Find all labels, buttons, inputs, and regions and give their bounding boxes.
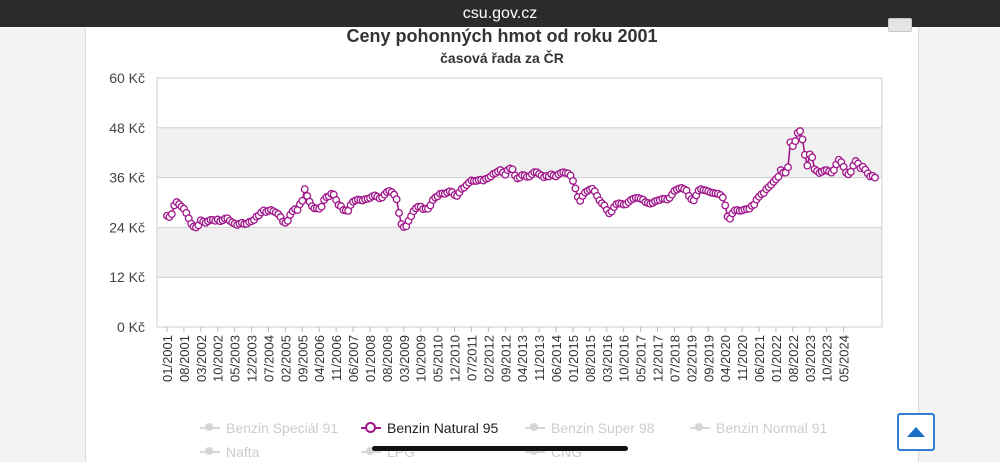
chart-menu-button[interactable]: [888, 18, 912, 32]
x-tick-label: 11/2013: [532, 335, 547, 381]
x-tick-label: 05/2010: [431, 335, 446, 382]
x-tick-label: 05/2017: [634, 335, 649, 382]
data-point: [871, 173, 879, 182]
x-tick-label: 07/2011: [464, 335, 479, 381]
data-point: [798, 135, 807, 144]
legend-marker: [200, 422, 220, 434]
x-tick-label: 02/2012: [481, 335, 496, 382]
y-tick-label: 48 Kč: [109, 120, 145, 136]
data-point: [571, 184, 580, 193]
chart-title: Ceny pohonných hmot od roku 2001: [346, 26, 658, 46]
data-point: [569, 176, 577, 185]
browser-address-bar[interactable]: csu.gov.cz: [0, 0, 1000, 27]
x-tick-label: 01/2001: [160, 335, 175, 382]
x-tick-label: 02/2005: [278, 335, 293, 382]
x-tick-label: 08/2001: [177, 335, 192, 382]
plot-band: [157, 127, 882, 178]
home-indicator: [372, 446, 628, 451]
page-margin-right: [918, 27, 1000, 462]
scroll-to-top-button[interactable]: [897, 413, 935, 451]
x-tick-label: 08/2015: [583, 335, 598, 382]
plot-band: [157, 227, 882, 278]
x-tick-label: 11/2020: [735, 335, 750, 381]
legend-marker: [690, 422, 710, 434]
plot-border: [156, 77, 883, 328]
x-tick-label: 07/2018: [667, 335, 682, 382]
x-tick-label: 05/2024: [837, 335, 852, 382]
data-point: [774, 172, 783, 181]
x-tick-label: 01/2015: [566, 335, 581, 382]
legend-item-benzin-special-91[interactable]: Benzin Speciál 91: [200, 420, 338, 436]
data-point: [784, 163, 792, 172]
data-point: [167, 210, 176, 219]
y-tick-label: 24 Kč: [109, 219, 145, 235]
x-tick-label: 11/2006: [329, 335, 344, 381]
legend-marker: [525, 446, 545, 458]
data-point: [808, 153, 817, 162]
y-tick-label: 0 Kč: [117, 319, 145, 335]
legend-marker: [200, 446, 220, 458]
x-tick-label: 01/2008: [363, 335, 378, 382]
legend-item-nafta[interactable]: Nafta: [200, 444, 259, 460]
x-tick-label: 06/2021: [752, 335, 767, 382]
x-tick-label: 02/2019: [684, 335, 699, 382]
chart-subtitle: časová řada za ČR: [440, 50, 564, 66]
data-point: [803, 161, 812, 170]
x-tick-label: 10/2023: [820, 335, 835, 382]
legend-marker: [361, 446, 381, 458]
y-tick-label: 36 Kč: [109, 170, 145, 186]
x-tick-label: 03/2002: [194, 335, 209, 382]
page-margin-left: [0, 27, 86, 462]
x-tick-label: 03/2016: [600, 335, 615, 382]
x-tick-label: 12/2010: [448, 335, 463, 382]
x-tick-label: 05/2003: [228, 335, 243, 382]
data-point: [796, 127, 805, 136]
x-tick-label: 09/2012: [498, 335, 513, 382]
y-tick-label: 12 Kč: [109, 269, 145, 285]
legend-marker: [525, 422, 545, 434]
data-point: [300, 185, 309, 194]
x-tick-label: 04/2006: [312, 335, 327, 382]
x-tick-label: 08/2022: [786, 335, 801, 382]
data-point: [718, 193, 727, 202]
plot-band: [157, 277, 882, 327]
data-point: [721, 201, 730, 210]
x-tick-label: 09/2019: [701, 335, 716, 382]
y-tick-label: 60 Kč: [109, 70, 145, 86]
x-tick-label: 03/2009: [397, 335, 412, 382]
x-tick-label: 12/2017: [651, 335, 666, 382]
data-point: [395, 208, 403, 217]
legend-marker: [361, 422, 381, 434]
legend-item-benzin-natural-95[interactable]: Benzin Natural 95: [361, 420, 498, 436]
data-point: [298, 196, 307, 205]
x-tick-label: 09/2005: [295, 335, 310, 382]
url-text: csu.gov.cz: [462, 4, 538, 22]
x-tick-label: 10/2016: [617, 335, 632, 382]
x-tick-label: 06/2007: [346, 335, 361, 382]
data-point: [317, 202, 326, 211]
plot-band: [157, 78, 882, 128]
x-tick-label: 10/2002: [211, 335, 226, 382]
data-point: [791, 137, 800, 146]
x-tick-label: 10/2009: [414, 335, 429, 382]
x-tick-label: 03/2023: [803, 335, 818, 382]
x-tick-label: 08/2008: [380, 335, 395, 382]
x-tick-label: 04/2013: [515, 335, 530, 382]
arrow-up-icon: [907, 427, 925, 437]
x-tick-label: 12/2003: [245, 335, 260, 382]
data-point: [392, 195, 401, 204]
x-tick-label: 07/2004: [261, 335, 276, 382]
legend-item-benzin-normal-91[interactable]: Benzin Normal 91: [690, 420, 827, 436]
legend-item-benzin-super-98[interactable]: Benzin Super 98: [525, 420, 655, 436]
x-tick-label: 06/2014: [549, 335, 564, 382]
x-tick-label: 04/2020: [718, 335, 733, 382]
x-tick-label: 01/2022: [769, 335, 784, 382]
